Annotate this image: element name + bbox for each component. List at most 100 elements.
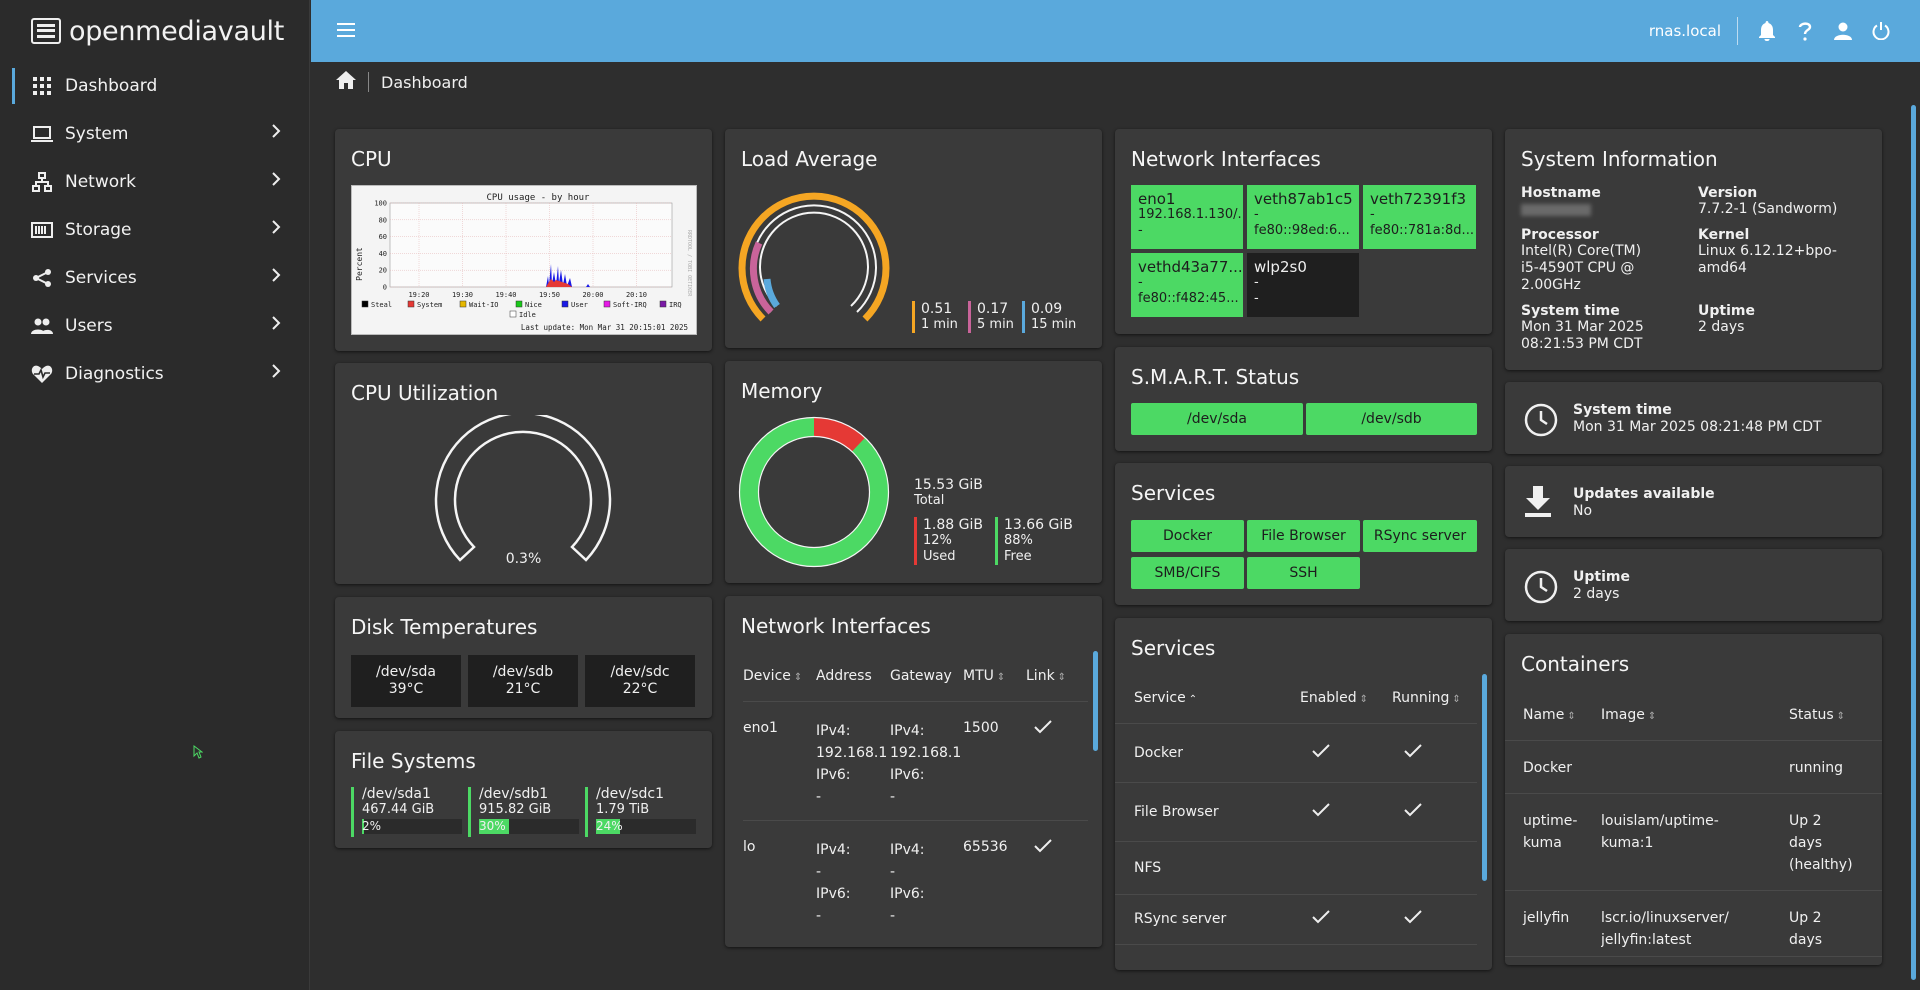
table-row[interactable]: uptime-kuma louislam/uptime-kuma:1 Up 2 day…	[1505, 793, 1882, 890]
sidebar-item-users[interactable]: Users	[0, 302, 309, 350]
load-average-gauge	[738, 192, 890, 322]
table-row[interactable]: lo IPv4: - IPv6: - IPv4: - IPv6: - 65536	[743, 820, 1088, 939]
widget-title: CPU	[351, 147, 392, 171]
container-image: lscr.io/linuxserver/jellyfin:latest	[1601, 909, 1729, 948]
load-1min-legend: 0.51 1 min	[912, 301, 958, 333]
network-interface-tile[interactable]: eno1 192.168.1.130/... -	[1131, 185, 1243, 249]
memory-used-arc	[739, 417, 889, 567]
uptime-card: Uptime 2 days	[1505, 549, 1882, 621]
service-tile[interactable]: SMB/CIFS	[1131, 557, 1244, 589]
sort-icon: ⇕	[996, 671, 1006, 683]
sidebar-item-diagnostics[interactable]: Diagnostics	[0, 350, 309, 398]
hostname-label: rnas.local	[1648, 22, 1721, 40]
widget-title: Disk Temperatures	[351, 615, 538, 639]
table-row[interactable]: Docker	[1115, 723, 1477, 782]
graph-y-tick-label: 40	[379, 250, 387, 258]
updates-available-card: Updates available No	[1505, 466, 1882, 537]
sidebar-item-dashboard[interactable]: Dashboard	[0, 62, 309, 110]
table-row[interactable]: RSync server	[1115, 894, 1477, 944]
graph-y-tick-label: 20	[379, 267, 387, 275]
graph-legend-label: Soft-IRQ	[613, 301, 647, 309]
table-row[interactable]: File Browser	[1115, 782, 1477, 841]
column-header-status[interactable]: Status ⇕	[1789, 706, 1846, 723]
power-icon[interactable]	[1862, 12, 1900, 50]
column-header-gateway[interactable]: Gateway	[890, 667, 952, 684]
sidebar-item-services[interactable]: Services	[0, 254, 309, 302]
column-header-enabled[interactable]: Enabled ⇕	[1300, 689, 1368, 706]
smart-disk-tile[interactable]: /dev/sdb	[1306, 403, 1477, 435]
table-row[interactable]: Docker running	[1505, 740, 1882, 793]
system-time-card: System time Mon 31 Mar 2025 08:21:48 PM …	[1505, 382, 1882, 454]
storage-icon	[31, 219, 53, 241]
table-row[interactable]: NFS	[1115, 841, 1477, 894]
network-interface-tile[interactable]: veth72391f3- fe80::781a:8d...	[1363, 185, 1476, 249]
notifications-bell-icon[interactable]	[1748, 12, 1786, 50]
sidebar-item-system[interactable]: System	[0, 110, 309, 158]
graph-side-text: RRDTOOL / TOBI OETIKER	[686, 230, 692, 297]
table-scrollbar[interactable]	[1482, 674, 1487, 881]
table-row[interactable]: jellyfin lscr.io/linuxserver/jellyfin:lat…	[1505, 890, 1882, 956]
network-interface-tile[interactable]: wlp2s0- -	[1247, 253, 1359, 317]
smart-disk-tile[interactable]: /dev/sda	[1131, 403, 1303, 435]
clock-icon	[1523, 402, 1559, 442]
app-logo[interactable]: openmediavault	[0, 0, 309, 62]
table-row[interactable]: eno1 IPv4: 192.168.1 IPv6: - IPv4: 192.168.1…	[743, 701, 1088, 820]
home-icon[interactable]	[336, 71, 356, 93]
download-icon	[1523, 486, 1553, 522]
sort-icon: ⇕	[1452, 693, 1461, 705]
graph-data-spikes	[546, 264, 590, 287]
top-bar: rnas.local	[311, 0, 1920, 62]
column-header-service[interactable]: Service ⌃	[1134, 689, 1198, 706]
network-interface-tile[interactable]: vethd43a77... - fe80::f482:45...	[1131, 253, 1243, 317]
memory-free-legend: 13.66 GiB 88% Free	[995, 517, 1073, 565]
sidebar-item-storage[interactable]: Storage	[0, 206, 309, 254]
cpu-utilization-value: 0.3%	[505, 551, 542, 567]
service-tile[interactable]: RSync server	[1363, 520, 1477, 552]
containers-widget: Containers Name ⇕ Image ⇕ Status ⇕ Docker ru…	[1505, 634, 1882, 965]
disk-temp-tile: /dev/sdc 22°C	[585, 655, 695, 707]
column-header-device[interactable]: Device ⇕	[743, 667, 803, 684]
check-icon	[1034, 838, 1052, 857]
graph-x-tick-label: 19:20	[408, 291, 429, 299]
column-header-running[interactable]: Running ⇕	[1392, 689, 1461, 706]
graph-title: CPU usage - by hour	[487, 193, 591, 203]
help-icon[interactable]	[1786, 12, 1824, 50]
check-icon	[1312, 802, 1330, 821]
sidebar-item-network[interactable]: Network	[0, 158, 309, 206]
sidebar: openmediavault Dashboard System Network …	[0, 0, 310, 990]
user-account-icon[interactable]	[1824, 12, 1862, 50]
column-header-image[interactable]: Image ⇕	[1601, 706, 1657, 723]
sort-icon: ⇕	[1057, 671, 1067, 683]
breadcrumb-divider	[368, 72, 369, 92]
service-tile[interactable]: File Browser	[1247, 520, 1360, 552]
table-scrollbar[interactable]	[1093, 651, 1098, 751]
network-interface-tile[interactable]: veth87ab1c5- fe80::98ed:6...	[1247, 185, 1359, 249]
widget-title: Load Average	[741, 147, 878, 171]
card-label: Uptime	[1573, 569, 1630, 585]
service-tile[interactable]: SSH	[1247, 557, 1360, 589]
page-scrollbar[interactable]	[1911, 105, 1916, 980]
service-name: RSync server	[1134, 911, 1227, 927]
sidebar-item-label: Network	[65, 172, 136, 192]
column-header-name[interactable]: Name ⇕	[1523, 706, 1576, 723]
network-interfaces-tiles-widget: Network Interfaces eno1 192.168.1.130/...…	[1115, 129, 1492, 334]
check-icon	[1312, 743, 1330, 762]
column-header-address[interactable]: Address	[816, 667, 872, 684]
container-image: louislam/uptime-kuma:1	[1601, 812, 1719, 851]
graph-legend-label: Wait-IO	[469, 301, 499, 309]
chevron-right-icon	[271, 171, 281, 191]
chevron-right-icon	[271, 315, 281, 335]
graph-legend-label: Nice	[525, 301, 542, 309]
menu-toggle-icon[interactable]	[337, 23, 355, 41]
chevron-right-icon	[271, 123, 281, 143]
system-time-label: System time	[1521, 303, 1620, 319]
graph-legend-label: IRQ	[669, 301, 682, 309]
column-header-link[interactable]: Link ⇕	[1026, 667, 1067, 684]
graph-y-tick-label: 100	[374, 200, 387, 208]
service-name: Docker	[1134, 744, 1184, 761]
column-header-mtu[interactable]: MTU ⇕	[963, 667, 1006, 684]
container-status: Up 2 days (healthy)	[1789, 812, 1853, 873]
graph-legend-swatch	[459, 300, 467, 308]
service-tile[interactable]: Docker	[1131, 520, 1244, 552]
widget-title: Network Interfaces	[741, 614, 931, 638]
